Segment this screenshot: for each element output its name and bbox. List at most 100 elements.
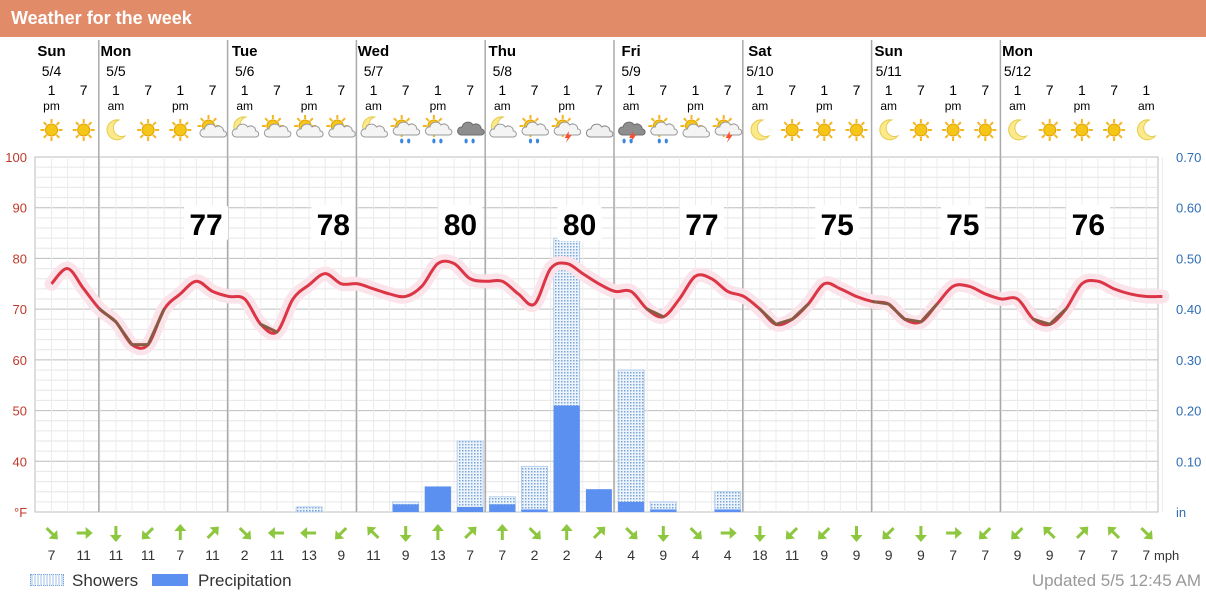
hour-label: 7 xyxy=(531,82,539,98)
day-name: Tue xyxy=(232,43,258,60)
precipitation-bar xyxy=(521,509,548,512)
partly-cloudy-icon xyxy=(197,115,227,138)
sun-icon xyxy=(942,119,965,141)
partly-cloudy-icon xyxy=(680,115,710,138)
updated-timestamp: Updated 5/5 12:45 AM xyxy=(1031,571,1201,590)
wind-speed-label: 7 xyxy=(48,547,56,563)
right-axis-tick-label: 0.40 xyxy=(1176,302,1201,317)
partly-cloudy-night-icon xyxy=(360,116,388,138)
daily-high-label: 78 xyxy=(317,209,350,242)
hour-label: 1 xyxy=(498,82,506,98)
hour-label: 1 xyxy=(820,82,828,98)
daily-high-label: 75 xyxy=(946,209,979,242)
daily-high-background xyxy=(940,205,985,241)
day-name: Wed xyxy=(358,43,389,60)
day-date: 5/11 xyxy=(876,63,902,79)
temperature-line-low-segment xyxy=(790,302,810,321)
wind-unit-label: mph xyxy=(1154,548,1179,563)
hour-label: 7 xyxy=(337,82,345,98)
temperature-line-low-segment xyxy=(887,302,907,321)
left-axis-tick-label: 100 xyxy=(5,150,27,165)
temperature-line-low-segment xyxy=(919,302,939,324)
wind-speed-label: 13 xyxy=(301,547,317,563)
temperature-line-low-segment xyxy=(114,320,134,347)
wind-speed-label: 7 xyxy=(981,547,989,563)
right-axis-tick-label: 0.20 xyxy=(1176,404,1201,419)
wind-arrow-icon xyxy=(45,526,58,540)
precipitation-bar xyxy=(489,504,516,512)
showers-bar xyxy=(456,440,484,513)
partly-cloudy-icon xyxy=(294,115,324,138)
wind-arrow-icon xyxy=(720,527,737,539)
wind-speed-label: 7 xyxy=(1110,547,1118,563)
hour-ampm-label: pm xyxy=(687,99,704,113)
hour-ampm-label: pm xyxy=(945,99,962,113)
hour-ampm-label: pm xyxy=(301,99,318,113)
temperature-line-low-segment xyxy=(1048,307,1068,326)
left-axis-tick-label: 60 xyxy=(13,353,27,368)
hour-label: 7 xyxy=(1110,82,1118,98)
wind-arrow-icon xyxy=(141,526,155,540)
showers-bar xyxy=(714,491,742,513)
page-title: Weather for the week xyxy=(11,8,192,28)
day-name: Thu xyxy=(489,43,517,60)
precipitation-bar xyxy=(618,501,645,512)
sun-icon xyxy=(1038,119,1061,141)
temperature-line xyxy=(50,259,1163,350)
hour-label: 1 xyxy=(48,82,56,98)
wind-arrow-icon xyxy=(817,526,831,540)
day-date: 5/8 xyxy=(493,63,513,79)
wind-arrow-icon xyxy=(978,526,992,540)
legend-precipitation-swatch xyxy=(152,574,188,586)
wind-arrow-icon xyxy=(592,526,606,540)
hour-label: 7 xyxy=(917,82,925,98)
cloud-icon xyxy=(585,123,614,138)
hour-ampm-label: am xyxy=(880,99,897,113)
left-axis-tick-label: 50 xyxy=(13,404,27,419)
wind-speed-label: 11 xyxy=(366,547,381,563)
moon-icon xyxy=(1008,119,1028,141)
hour-ampm-label: am xyxy=(752,99,769,113)
moon-icon xyxy=(879,119,900,141)
temperature-line-low-segment xyxy=(871,300,891,306)
wind-speed-label: 7 xyxy=(1142,547,1150,563)
thunderstorm-icon xyxy=(551,115,582,143)
day-name: Sat xyxy=(748,43,771,60)
wind-arrow-icon xyxy=(882,526,895,540)
legend-showers-swatch xyxy=(30,574,64,586)
hour-ampm-label: pm xyxy=(430,99,447,113)
wind-arrow-icon xyxy=(174,524,187,540)
daily-high-label: 80 xyxy=(563,209,596,242)
hour-label: 1 xyxy=(241,82,249,98)
wind-speed-label: 4 xyxy=(692,547,700,563)
daily-high-label: 76 xyxy=(1072,209,1105,242)
hour-ampm-label: am xyxy=(1138,99,1155,113)
wind-speed-label: 11 xyxy=(76,547,91,563)
day-name: Sun xyxy=(37,43,65,60)
right-axis-tick-label: 0.30 xyxy=(1176,353,1201,368)
hour-label: 7 xyxy=(144,82,152,98)
wind-arrow-icon xyxy=(300,527,317,539)
wind-speed-label: 11 xyxy=(109,547,124,563)
wind-speed-label: 4 xyxy=(724,547,732,563)
sun-icon xyxy=(1103,119,1126,141)
wind-arrow-icon xyxy=(206,526,219,540)
hour-label: 7 xyxy=(80,82,88,98)
day-name: Mon xyxy=(100,43,131,60)
hour-label: 7 xyxy=(402,82,410,98)
hour-label: 7 xyxy=(273,82,281,98)
left-axis-tick-label: 70 xyxy=(13,302,27,317)
wind-speed-label: 7 xyxy=(1078,547,1086,563)
wind-arrow-icon xyxy=(496,524,509,540)
wind-arrow-icon xyxy=(238,526,252,540)
hour-label: 7 xyxy=(981,82,989,98)
hour-label: 7 xyxy=(466,82,474,98)
precipitation-bar xyxy=(553,405,580,512)
partly-cloudy-icon xyxy=(261,115,292,138)
wind-arrow-icon xyxy=(689,526,702,540)
hour-label: 7 xyxy=(659,82,667,98)
wind-speed-label: 9 xyxy=(885,547,893,563)
wind-speed-label: 9 xyxy=(1014,547,1022,563)
wind-speed-label: 7 xyxy=(466,547,474,563)
hour-label: 1 xyxy=(112,82,120,98)
